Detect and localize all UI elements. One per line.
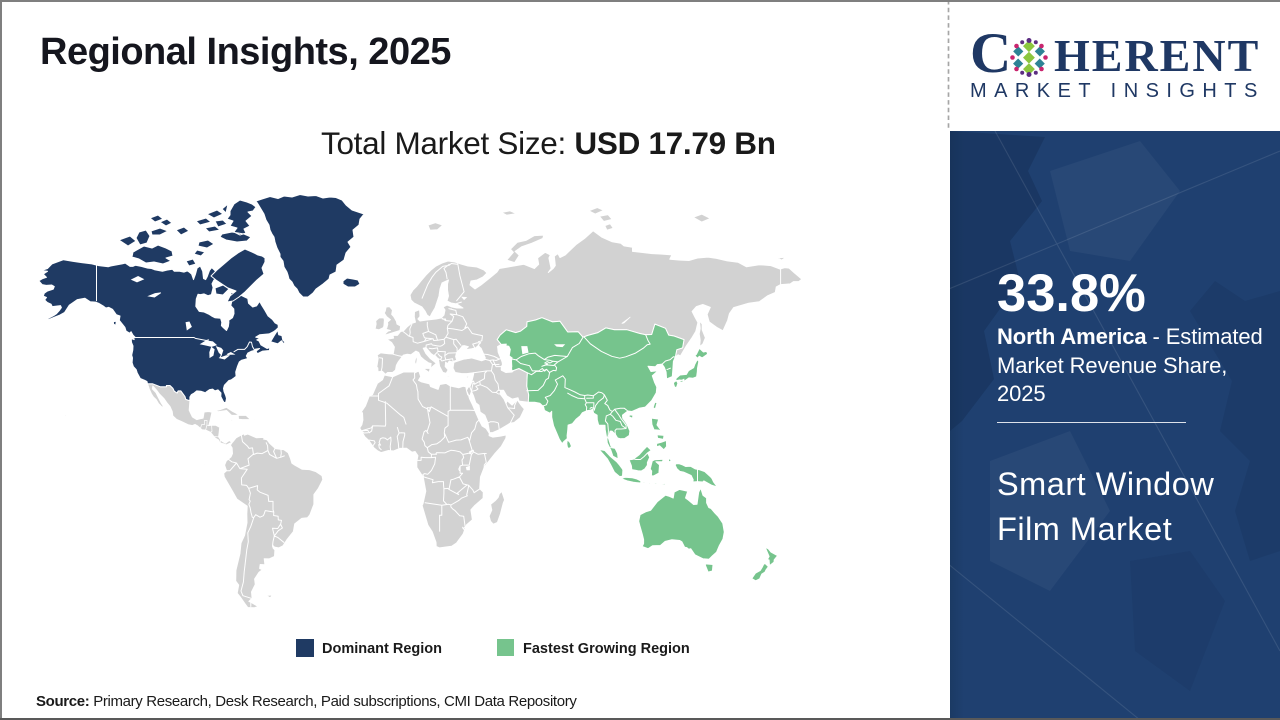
svg-text:MARKET INSIGHTS: MARKET INSIGHTS (970, 80, 1265, 102)
svg-text:HERENT: HERENT (1054, 30, 1260, 81)
svg-text:C: C (970, 22, 1011, 85)
